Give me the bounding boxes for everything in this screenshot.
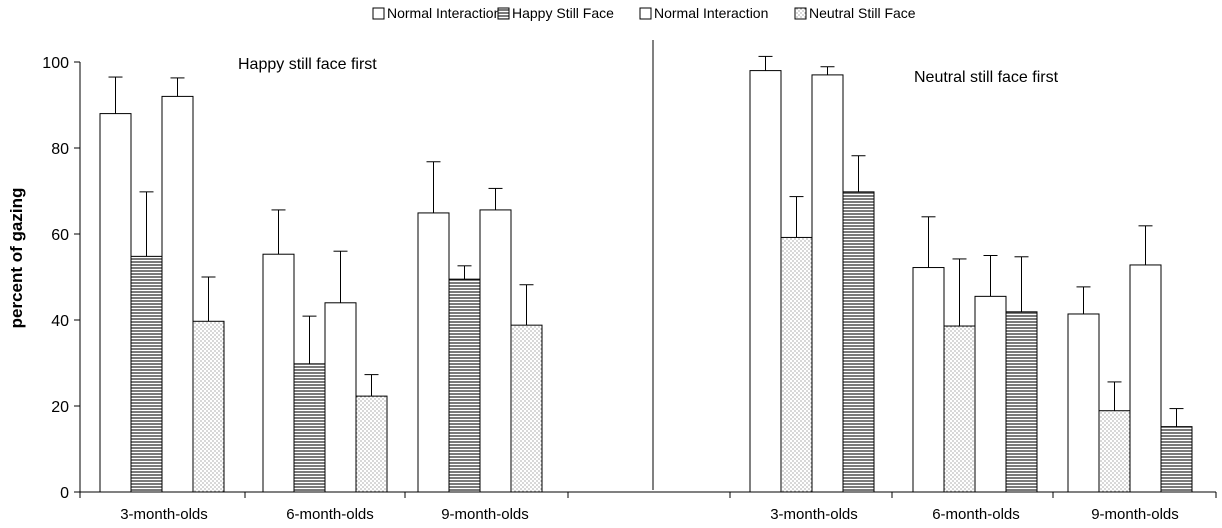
y-tick-label: 100 xyxy=(42,55,69,72)
x-tick-labels: 3-month-olds 6-month-olds 9-month-olds 3-mo… xyxy=(120,506,1179,523)
error-bar xyxy=(1169,408,1184,427)
legend-entry-neutral-still-face: Neutral Still Face xyxy=(794,5,916,21)
bar-happy-still-face-first-9-month-olds-3 xyxy=(479,209,512,493)
panel-annotation-happy-still-face-first: Happy still face first xyxy=(238,56,377,73)
y-tick-label: 60 xyxy=(51,227,69,244)
x-tick-label-6-month-olds: 6-month-olds xyxy=(286,506,374,523)
legend-entry-normal-interaction: Normal Interaction xyxy=(372,5,501,21)
bar-neutral-still-face-first-3-month-olds-3 xyxy=(811,74,844,493)
legend: Normal Interaction Happy Still Face Normal… xyxy=(372,5,916,21)
legend-entry-happy-still-face: Happy Still Face xyxy=(497,5,614,21)
bar-happy-still-face-first-6-month-olds-1 xyxy=(262,253,295,493)
bar-happy-still-face-first-3-month-olds-3 xyxy=(161,95,194,493)
x-tick-label-6-month-olds: 6-month-olds xyxy=(932,506,1020,523)
error-bar xyxy=(758,55,773,71)
error-bar xyxy=(1076,286,1091,314)
bar-neutral-still-face-first-6-month-olds-3 xyxy=(974,295,1007,493)
error-bar xyxy=(488,187,503,210)
bar-neutral-still-face-first-9-month-olds-1 xyxy=(1067,313,1100,493)
error-bar xyxy=(426,161,441,213)
y-tick-label: 20 xyxy=(51,399,69,416)
error-bar xyxy=(789,196,804,238)
legend-label: Neutral Still Face xyxy=(809,5,916,21)
error-bar xyxy=(201,276,216,322)
error-bar xyxy=(139,191,154,257)
error-bar xyxy=(820,66,835,75)
x-tick-label-9-month-olds: 9-month-olds xyxy=(1091,506,1179,523)
bar-happy-still-face-first-9-month-olds-1 xyxy=(417,212,450,493)
error-bar xyxy=(851,155,866,192)
error-bar xyxy=(921,216,936,268)
bar-happy-still-face-first-3-month-olds-2 xyxy=(130,255,163,493)
x-tick-label-3-month-olds: 3-month-olds xyxy=(770,506,858,523)
legend-label: Happy Still Face xyxy=(512,5,614,21)
panel-annotation-neutral-still-face-first: Neutral still face first xyxy=(914,69,1059,86)
bar-neutral-still-face-first-9-month-olds-3 xyxy=(1129,264,1162,493)
legend-entry-normal-interaction: Normal Interaction xyxy=(639,5,768,21)
bar-neutral-still-face-first-3-month-olds-2 xyxy=(780,236,813,493)
error-bar xyxy=(1138,225,1153,265)
bar-neutral-still-face-first-6-month-olds-2 xyxy=(943,325,976,493)
error-bar xyxy=(170,77,185,97)
error-bar xyxy=(519,284,534,326)
y-tick-label: 0 xyxy=(60,485,69,502)
y-axis-label: percent of gazing xyxy=(7,188,26,329)
error-bar xyxy=(302,315,317,364)
legend-swatch xyxy=(372,7,385,20)
error-bar xyxy=(1107,381,1122,411)
error-bar xyxy=(271,209,286,255)
error-bar xyxy=(333,250,348,303)
error-bar xyxy=(108,76,123,114)
error-bar xyxy=(983,255,998,297)
bar-happy-still-face-first-3-month-olds-4 xyxy=(192,320,225,493)
legend-swatch xyxy=(639,7,652,20)
legend-label: Normal Interaction xyxy=(387,5,501,21)
x-axis xyxy=(79,491,1217,498)
y-tick-label: 80 xyxy=(51,141,69,158)
error-bar xyxy=(952,258,967,327)
y-tick-label: 40 xyxy=(51,313,69,330)
legend-swatch xyxy=(497,7,510,20)
legend-label: Normal Interaction xyxy=(654,5,768,21)
bar-happy-still-face-first-6-month-olds-3 xyxy=(324,302,357,493)
bars xyxy=(99,70,1193,493)
x-tick-label-3-month-olds: 3-month-olds xyxy=(120,506,208,523)
error-bar xyxy=(457,265,472,280)
bar-neutral-still-face-first-6-month-olds-4 xyxy=(1005,311,1038,493)
legend-swatch xyxy=(794,7,807,20)
bar-happy-still-face-first-6-month-olds-2 xyxy=(293,363,326,493)
bar-happy-still-face-first-6-month-olds-4 xyxy=(355,395,388,493)
error-bar xyxy=(364,374,379,397)
bar-neutral-still-face-first-6-month-olds-1 xyxy=(912,267,945,493)
bar-happy-still-face-first-3-month-olds-1 xyxy=(99,113,132,493)
bar-neutral-still-face-first-3-month-olds-1 xyxy=(749,70,782,493)
bar-neutral-still-face-first-3-month-olds-4 xyxy=(842,191,875,493)
bar-happy-still-face-first-9-month-olds-4 xyxy=(510,324,543,493)
x-tick-label-9-month-olds: 9-month-olds xyxy=(441,506,529,523)
bar-neutral-still-face-first-9-month-olds-2 xyxy=(1098,410,1131,493)
bar-happy-still-face-first-9-month-olds-2 xyxy=(448,278,481,493)
error-bars xyxy=(108,55,1184,427)
error-bar xyxy=(1014,256,1029,312)
y-axis xyxy=(74,61,81,493)
bar-neutral-still-face-first-9-month-olds-4 xyxy=(1160,426,1193,493)
y-tick-labels: 0 20 40 60 80 100 xyxy=(42,55,69,502)
